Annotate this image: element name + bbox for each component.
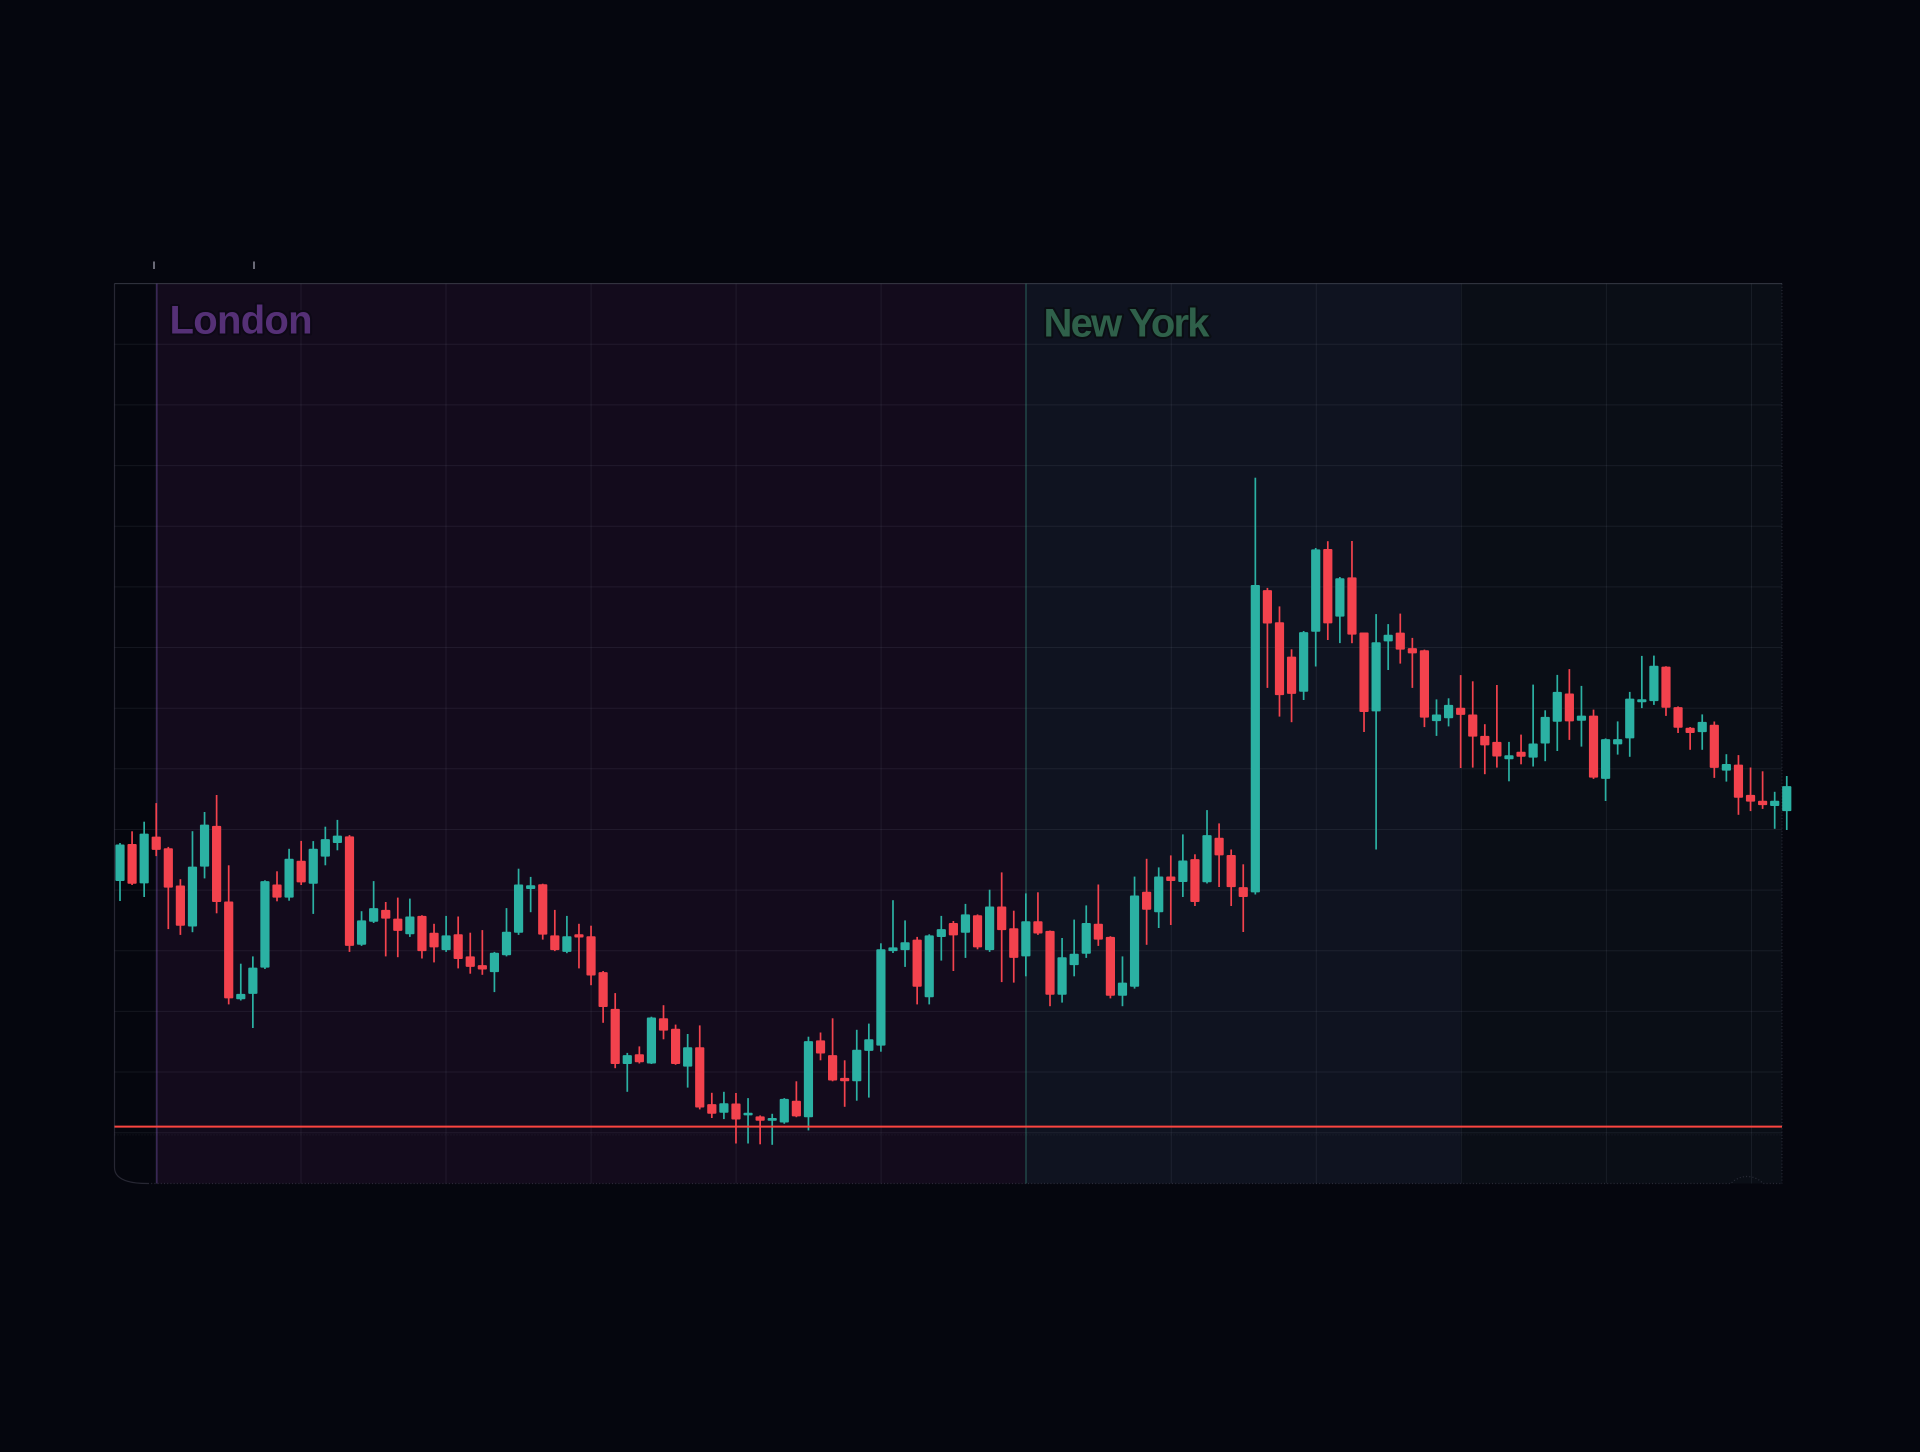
svg-text:London: London [170, 299, 312, 343]
svg-text:New York: New York [1044, 302, 1211, 346]
